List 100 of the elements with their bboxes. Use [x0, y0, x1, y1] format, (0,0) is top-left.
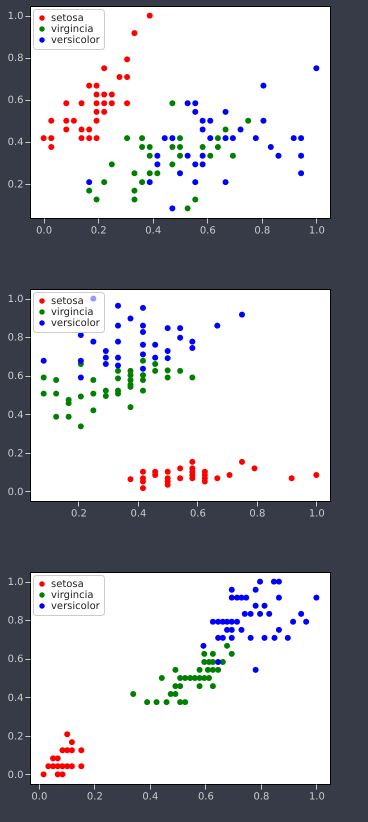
- point: [196, 666, 203, 673]
- point: [260, 82, 266, 89]
- point: [164, 699, 170, 706]
- x-tick-label: 0.8: [249, 508, 266, 520]
- point: [86, 82, 92, 89]
- point: [177, 334, 184, 341]
- point: [108, 100, 115, 106]
- point: [124, 135, 130, 142]
- point: [90, 338, 96, 345]
- point: [101, 100, 108, 106]
- point: [94, 118, 100, 124]
- point: [275, 152, 282, 159]
- point: [276, 626, 282, 633]
- point: [78, 358, 84, 364]
- point: [78, 135, 85, 142]
- point: [200, 642, 206, 649]
- x-tick-label: 0.0: [36, 226, 52, 236]
- point: [215, 659, 222, 665]
- legend-label: virgincia: [51, 307, 94, 318]
- point: [271, 634, 278, 641]
- point: [68, 747, 75, 754]
- point: [140, 342, 146, 348]
- point: [189, 344, 196, 351]
- point: [228, 594, 235, 601]
- point: [238, 458, 245, 465]
- point: [184, 100, 191, 106]
- y-tick-label: 1.0: [8, 577, 24, 588]
- point: [139, 144, 146, 150]
- point: [164, 468, 171, 475]
- x-tick-label: 0.4: [142, 792, 158, 802]
- point: [115, 338, 122, 345]
- point: [288, 475, 295, 482]
- point: [131, 30, 138, 36]
- y-tick-label: 0.4: [8, 692, 24, 704]
- legend-label: setosa: [51, 296, 84, 307]
- y-tick-label: 0.2: [8, 731, 24, 742]
- point: [177, 465, 184, 472]
- point: [257, 610, 264, 617]
- point: [115, 302, 122, 309]
- point: [252, 135, 259, 142]
- point: [102, 360, 109, 367]
- point: [86, 126, 92, 133]
- point: [94, 196, 100, 203]
- point: [214, 144, 221, 150]
- point: [139, 135, 146, 142]
- point: [177, 675, 184, 681]
- point: [152, 360, 158, 367]
- y-tick-label: 0.8: [8, 616, 24, 627]
- point: [152, 342, 158, 348]
- point: [127, 404, 134, 410]
- point: [94, 135, 100, 142]
- point: [252, 602, 259, 609]
- point: [210, 666, 216, 673]
- point: [146, 12, 153, 19]
- point: [204, 666, 211, 673]
- x-tick-label: 0.4: [145, 226, 162, 236]
- x-tick-label: 0.8: [253, 792, 270, 802]
- point: [101, 108, 108, 115]
- y-tick-label: 0.4: [8, 137, 24, 148]
- point: [94, 108, 100, 115]
- point: [238, 626, 244, 633]
- point: [152, 354, 158, 361]
- x-tick-label: 0.2: [90, 226, 107, 236]
- point: [177, 135, 183, 142]
- point: [177, 152, 183, 159]
- point: [40, 374, 47, 380]
- point: [94, 82, 100, 89]
- point: [48, 118, 54, 124]
- y-tick-label: 0.8: [8, 53, 24, 64]
- point: [146, 170, 153, 176]
- point: [303, 618, 310, 625]
- point: [184, 205, 191, 212]
- legend-label: setosa: [51, 579, 84, 590]
- point: [144, 699, 150, 706]
- point: [63, 118, 70, 124]
- point: [234, 618, 240, 625]
- point: [164, 348, 171, 354]
- point: [251, 465, 258, 472]
- point: [78, 763, 84, 770]
- point: [177, 699, 184, 706]
- point: [298, 170, 304, 176]
- point: [298, 152, 304, 159]
- y-tick-label: 1.0: [8, 11, 24, 22]
- x-tick-label: 0.0: [31, 792, 48, 802]
- point: [260, 118, 266, 124]
- point: [127, 315, 134, 322]
- point: [78, 374, 84, 380]
- point: [313, 594, 320, 601]
- point: [152, 368, 158, 374]
- point: [189, 374, 196, 380]
- point: [207, 152, 214, 159]
- point: [40, 135, 47, 142]
- point: [162, 135, 168, 142]
- point: [63, 126, 70, 133]
- legend-label: virgincia: [51, 590, 94, 601]
- point: [182, 699, 188, 706]
- point: [115, 322, 122, 329]
- point: [169, 205, 176, 212]
- point: [169, 161, 176, 168]
- point: [102, 392, 109, 399]
